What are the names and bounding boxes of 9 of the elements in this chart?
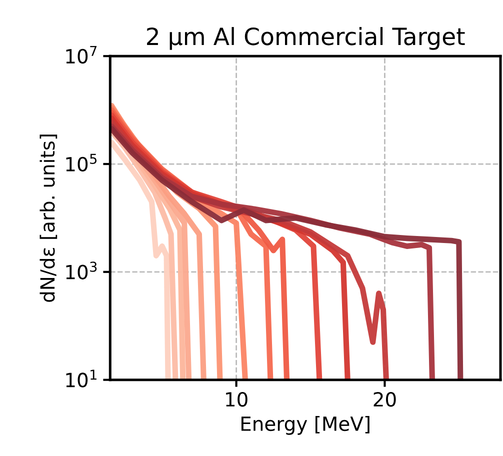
chart-title: 2 μm Al Commercial Target	[147, 27, 465, 50]
y-axis-title: dN/dε [arb. units]	[40, 134, 58, 302]
x-axis-title: Energy [MeV]	[241, 416, 370, 435]
y-tick-label: 10$^{1}$	[66, 370, 96, 388]
y-tick-label: 10$^{5}$	[66, 154, 97, 172]
x-tick-label: 10	[226, 392, 248, 407]
y-tick-label: 10$^{3}$	[66, 262, 97, 280]
x-tick-label: 20	[374, 392, 396, 407]
y-tick-label: 10$^{7}$	[66, 46, 97, 64]
